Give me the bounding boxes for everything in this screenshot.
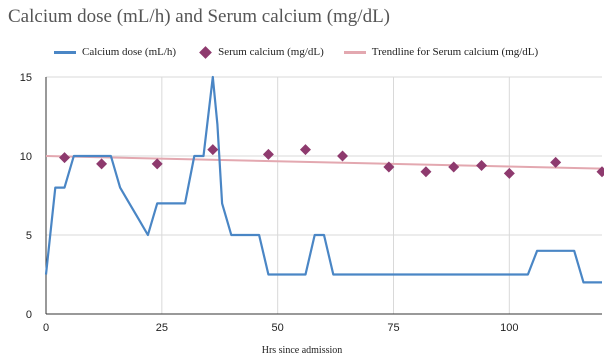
serum-calcium-point: [420, 166, 432, 178]
serum-calcium-point: [151, 158, 163, 170]
legend-item-serum-calcium: Serum calcium (mg/dL): [196, 45, 324, 59]
legend-label-calcium-dose: Calcium dose (mL/h): [82, 46, 177, 58]
y-tick-label: 5: [26, 230, 32, 242]
series-line-calcium-dose: [44, 75, 602, 284]
serum-calcium-point: [476, 159, 488, 171]
x-tick-label: 0: [43, 322, 49, 334]
serum-calcium-point: [596, 166, 604, 178]
serum-calcium-point: [207, 144, 219, 156]
x-tick-label: 75: [387, 322, 399, 334]
serum-calcium-point: [550, 156, 562, 168]
legend-label-trendline: Trendline for Serum calcium (mg/dL): [371, 46, 539, 58]
x-tick-label: 25: [156, 322, 168, 334]
serum-calcium-point: [448, 161, 460, 173]
y-tick-label: 10: [20, 151, 32, 163]
serum-calcium-point: [337, 150, 349, 162]
x-axis-label: Hrs since admission: [261, 345, 343, 356]
serum-calcium-point: [96, 158, 108, 170]
legend-swatch-calcium-dose: [54, 50, 76, 54]
serum-calcium-point: [59, 152, 71, 164]
serum-calcium-point: [503, 167, 515, 179]
x-tick-label: 50: [272, 322, 284, 334]
legend-label-serum-calcium: Serum calcium (mg/dL): [218, 46, 324, 58]
legend-item-calcium-dose: Calcium dose (mL/h): [54, 46, 176, 58]
y-tick-label: 0: [26, 309, 32, 321]
chart-legend: Calcium dose (mL/h) Serum calcium (mg/dL…: [54, 44, 558, 60]
trendline-serum-calcium: [45, 155, 603, 170]
x-tick-label: 100: [500, 322, 518, 334]
serum-calcium-point: [383, 161, 395, 173]
legend-item-trendline: Trendline for Serum calcium (mg/dL): [343, 46, 539, 58]
serum-calcium-point: [262, 148, 274, 160]
legend-swatch-trendline: [343, 50, 366, 54]
chart-title: Calcium dose (mL/h) and Serum calcium (m…: [8, 6, 391, 27]
y-tick-label: 15: [20, 72, 32, 84]
serum-calcium-point: [299, 144, 311, 156]
